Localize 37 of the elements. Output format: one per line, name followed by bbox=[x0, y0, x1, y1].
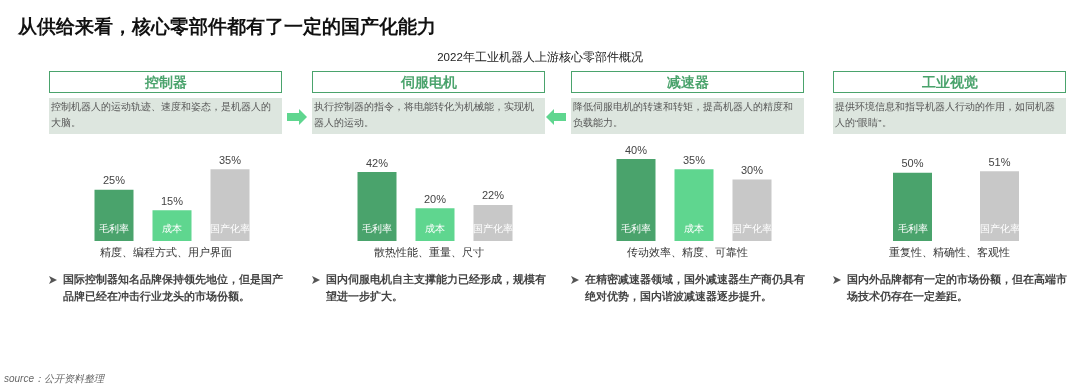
text: 国际控制器知名品牌保持领先地位，但是国产品牌已经在冲击行业龙头的市场份额。 bbox=[63, 272, 284, 304]
chart-title: 工业视觉 bbox=[833, 71, 1066, 93]
x-tick-label: 成本 bbox=[424, 222, 445, 234]
chart-subtitle: 降低伺服电机的转速和转矩，提高机器人的精度和负载能力。 bbox=[571, 98, 804, 134]
data-label: 50% bbox=[900, 157, 924, 170]
x-tick-label: 成本 bbox=[161, 222, 182, 234]
x-axis-title: 散热性能、重量、尺寸 bbox=[372, 246, 485, 260]
data-label: 22% bbox=[481, 189, 504, 202]
data-label: 35% bbox=[682, 153, 705, 166]
data-label: 42% bbox=[365, 156, 388, 169]
data-label: 40% bbox=[624, 143, 647, 156]
text: 国内外品牌都有一定的市场份额，但在高端市场技术仍存在一定差距。 bbox=[847, 272, 1068, 304]
chart-subtitle: 执行控制器的指令，将电能转化为机械能，实现机器人的运动。 bbox=[312, 98, 545, 134]
text: 从供给来看，核心零部件都有了一定的国产化能力 bbox=[18, 15, 436, 39]
chart-title: 伺服电机 bbox=[312, 71, 545, 93]
data-label: 30% bbox=[740, 164, 763, 177]
x-tick-label: 毛利率 bbox=[98, 222, 129, 234]
x-axis-title: 传动效率、精度、可靠性 bbox=[626, 246, 749, 260]
chart-title: 减速器 bbox=[571, 71, 804, 93]
x-tick-label: 毛利率 bbox=[620, 222, 651, 234]
data-label: 20% bbox=[423, 192, 446, 205]
data-label: 25% bbox=[102, 174, 125, 187]
text: 国内伺服电机自主支撑能力已经形成，规模有望进一步扩大。 bbox=[326, 272, 547, 304]
text: 在精密减速器领域，国外减速器生产商仍具有绝对优势，国内谐波减速器逐步提升。 bbox=[585, 272, 806, 304]
source-note: source：公开资料整理 bbox=[4, 372, 105, 386]
data-label: 51% bbox=[987, 155, 1011, 168]
text: 2022年工业机器人上游核心零部件概况 bbox=[436, 50, 644, 65]
data-label: 35% bbox=[218, 153, 241, 166]
data-label: 15% bbox=[160, 194, 183, 207]
x-tick-label: 成本 bbox=[683, 222, 704, 234]
x-axis-title: 精度、编程方式、用户界面 bbox=[98, 246, 233, 260]
x-tick-label: 毛利率 bbox=[897, 222, 927, 234]
chart-title: 控制器 bbox=[49, 71, 282, 93]
chart-subtitle: 提供环境信息和指导机器人行动的作用，如同机器人的“眼睛”。 bbox=[833, 98, 1066, 134]
x-axis-title: 重复性、精确性、客观性 bbox=[888, 246, 1011, 260]
x-tick-label: 毛利率 bbox=[361, 222, 392, 234]
chart-subtitle: 控制机器人的运动轨迹、速度和姿态，是机器人的大脑。 bbox=[49, 98, 282, 134]
